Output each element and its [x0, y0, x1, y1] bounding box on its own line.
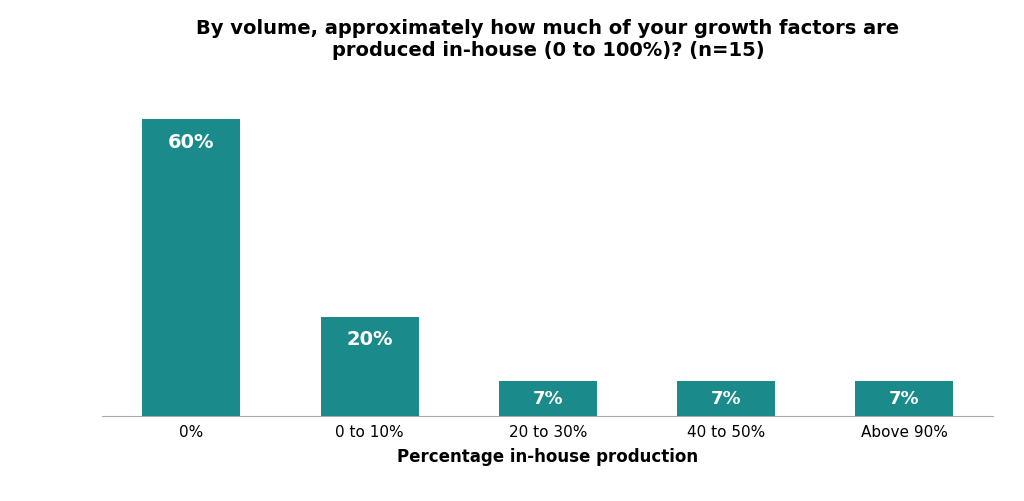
- Bar: [321, 317, 419, 416]
- Bar: [499, 381, 597, 416]
- X-axis label: Percentage in-house production: Percentage in-house production: [397, 447, 698, 465]
- Text: 7%: 7%: [532, 390, 563, 407]
- Text: 7%: 7%: [711, 390, 741, 407]
- Text: 20%: 20%: [346, 330, 393, 349]
- Bar: [142, 120, 241, 416]
- Text: 60%: 60%: [168, 132, 215, 151]
- Text: 7%: 7%: [889, 390, 920, 407]
- Bar: [855, 381, 953, 416]
- Title: By volume, approximately how much of your growth factors are
produced in-house (: By volume, approximately how much of you…: [197, 20, 899, 60]
- Bar: [677, 381, 775, 416]
